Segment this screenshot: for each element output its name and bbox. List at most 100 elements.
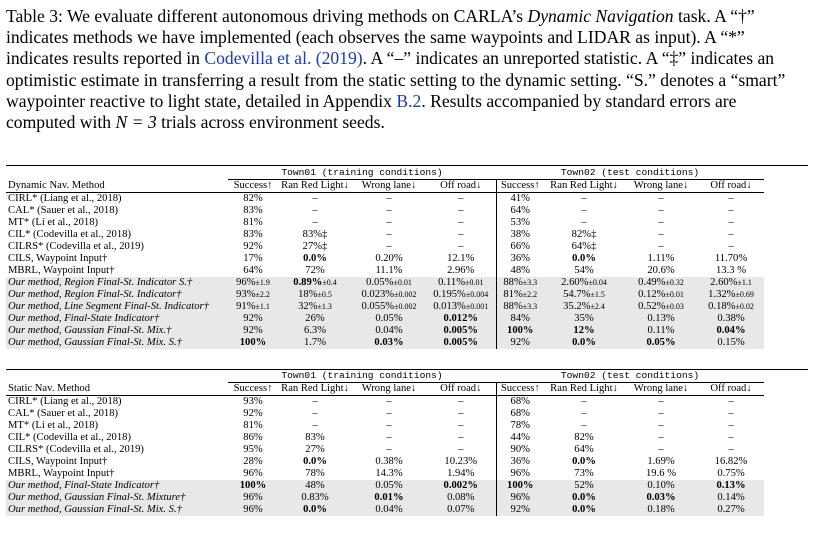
metric-cell: – — [658, 396, 664, 407]
metric-cell: 0.01% — [352, 492, 426, 504]
metric-cell: 1.7% — [278, 337, 352, 349]
dynamic-col-header: Wrong lane↓ — [352, 179, 426, 193]
method-name-cell: MBRL, Waypoint Input† — [8, 468, 115, 479]
metric-cell: 0.13% — [698, 480, 765, 492]
metric-cell: 35.2%±2.4 — [544, 301, 625, 313]
appendix-link[interactable]: B.2 — [396, 90, 422, 111]
metric-cell: 0.20% — [375, 253, 403, 264]
metric-cell: – — [658, 241, 664, 252]
metric-cell: 0.195%±0.004 — [426, 289, 497, 301]
metric-cell: – — [728, 229, 734, 240]
metric-cell: 0.12%±0.01 — [624, 289, 699, 301]
method-name-cell: Our method, Gaussian Final-St. Mix. S.† — [6, 337, 228, 349]
metric-cell: 18%±0.5 — [278, 289, 352, 301]
metric-cell: 100% — [228, 480, 278, 492]
dynamic-group-header-row: Town01 (training conditions) Town02 (test… — [6, 167, 765, 180]
table-row: Our method, Final-State Indicator† 100% 48… — [6, 480, 765, 492]
metric-cell: – — [581, 408, 587, 419]
metric-cell: 0.52%±0.03 — [624, 301, 699, 313]
method-name-cell: Our method, Region Final-St. Indicator† — [6, 289, 228, 301]
metric-cell: 12.1% — [447, 253, 475, 264]
metric-cell: 92% — [243, 241, 263, 252]
metric-cell: – — [386, 432, 392, 443]
metric-cell: 2.60%±0.04 — [544, 277, 625, 289]
metric-cell: – — [658, 444, 664, 455]
metric-cell: 13.3 % — [716, 265, 747, 276]
metric-cell: 0.005% — [426, 337, 497, 349]
metric-cell: 14.3% — [375, 468, 403, 479]
metric-cell: 28% — [243, 456, 263, 467]
method-name-cell: MT* (Li et al., 2018) — [8, 420, 99, 431]
metric-cell: – — [458, 444, 464, 455]
metric-cell: – — [386, 241, 392, 252]
metric-cell: 100% — [495, 325, 545, 337]
caption-task-name: Dynamic Navigation — [527, 6, 674, 26]
metric-cell: 68% — [495, 395, 545, 408]
method-name-cell: Our method, Gaussian Final-St. Mix.† — [6, 325, 228, 337]
metric-cell: – — [728, 241, 734, 252]
caption-part-3: . A “–” indicates an unreported statisti… — [6, 48, 786, 111]
metric-cell: 92% — [228, 325, 278, 337]
metric-cell: – — [581, 205, 587, 216]
metric-cell: 0.0% — [544, 492, 625, 504]
static-town01-group-label: Town01 (training conditions) — [228, 370, 497, 383]
empty-cell — [6, 167, 228, 180]
metric-cell: 83%‡ — [302, 229, 328, 240]
method-name-cell: CILRS* (Codevilla et al., 2019) — [8, 444, 144, 455]
metric-cell: – — [458, 217, 464, 228]
static-col-header: Ran Red Light↓ — [544, 382, 625, 396]
dynamic-col-header: Off road↓ — [426, 179, 497, 193]
metric-cell: – — [728, 396, 734, 407]
metric-cell: 96% — [228, 504, 278, 516]
table-row: CIRL* (Liang et al., 2018) 93% – – – 68% – – – — [6, 395, 764, 408]
metric-cell: 1.94% — [447, 468, 475, 479]
metric-cell: 83% — [305, 432, 325, 443]
method-name-cell: Our method, Line Segment Final-St. Indic… — [6, 301, 228, 313]
metric-cell: 92% — [495, 337, 545, 349]
table-row: CILRS* (Codevilla et al., 2019) 95% 27% – – 9… — [6, 444, 764, 456]
metric-cell: 48% — [278, 480, 352, 492]
metric-cell: 81% — [243, 217, 263, 228]
static-group-header-row: Town01 (training conditions) Town02 (test… — [6, 370, 765, 383]
metric-cell: 0.15% — [698, 337, 765, 349]
metric-cell: 11.1% — [375, 265, 403, 276]
metric-cell: 0.11%±0.01 — [426, 277, 497, 289]
metric-cell: 54.7%±1.5 — [544, 289, 625, 301]
static-col-header: Static Nav. Method — [6, 382, 228, 396]
metric-cell: – — [728, 193, 734, 204]
metric-cell: – — [658, 420, 664, 431]
caption-part-4: . Results accompanied by standard errors… — [6, 90, 737, 133]
metric-cell: 0.18% — [624, 504, 699, 516]
dynamic-col-header: Wrong lane↓ — [624, 179, 699, 193]
method-name-cell: CIRL* (Liang et al., 2018) — [8, 396, 122, 407]
metric-cell: – — [728, 205, 734, 216]
metric-cell: 95% — [243, 444, 263, 455]
table-row: Our method, Final-State Indicator† 92% 26%… — [6, 313, 765, 325]
caption-part-2: task. A “†” indicates methods we have im… — [6, 6, 755, 69]
static-col-header: Success↑ — [495, 382, 545, 396]
metric-cell: 38% — [495, 229, 545, 241]
metric-cell: 84% — [495, 313, 545, 325]
metric-cell: – — [386, 444, 392, 455]
metric-cell: 0.13% — [624, 313, 699, 325]
metric-cell: 0.38% — [698, 313, 765, 325]
metric-cell: – — [658, 217, 664, 228]
metric-cell: 82%‡ — [571, 229, 597, 240]
table-row: MT* (Li et al., 2018) 81% – – – 78% – – – — [6, 420, 764, 432]
metric-cell: – — [386, 205, 392, 216]
method-name-cell: Our method, Final-State Indicator† — [6, 480, 228, 492]
metric-cell: 32%±1.3 — [278, 301, 352, 313]
citation-link-codevilla[interactable]: Codevilla et al. (2019) — [204, 48, 363, 69]
metric-cell: 6.3% — [278, 325, 352, 337]
metric-cell: 0.0% — [278, 504, 352, 516]
method-name-cell: CAL* (Sauer et al., 2018) — [8, 205, 119, 216]
metric-cell: 93% — [243, 396, 263, 407]
metric-cell: – — [581, 420, 587, 431]
metric-cell: 0.0% — [303, 456, 327, 467]
metric-cell: 53% — [495, 217, 545, 229]
metric-cell: 64% — [574, 444, 594, 455]
table-row: CAL* (Sauer et al., 2018) 92% – – – 68% – – – — [6, 408, 764, 420]
method-name-cell: CAL* (Sauer et al., 2018) — [8, 408, 119, 419]
metric-cell: 0.07% — [426, 504, 497, 516]
metric-cell: 82% — [243, 193, 263, 204]
